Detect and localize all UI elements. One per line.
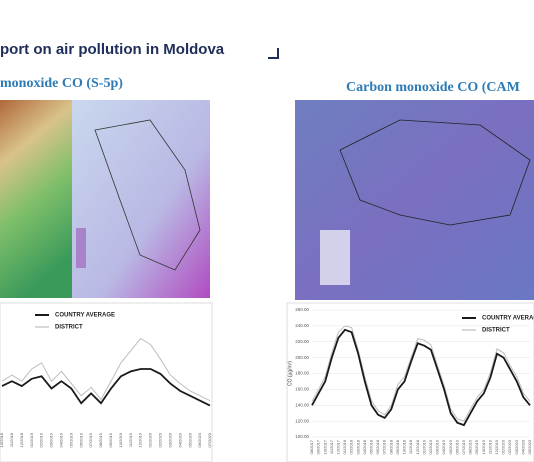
chart-frame (0, 302, 213, 462)
x-tick-label: 06/2019 (78, 432, 83, 447)
y-tick-label: 160.00 (295, 387, 309, 392)
corner-mark (268, 48, 279, 59)
x-tick-label: 02/2018 (349, 439, 354, 454)
y-tick-label: 260.00 (295, 307, 309, 312)
x-tick-label: 03/2020 (514, 439, 519, 454)
x-tick-label: 04/2018 (362, 439, 367, 454)
terrain-map (0, 100, 72, 298)
x-tick-label: 06/2019 (454, 439, 459, 454)
x-tick-label: 02/2020 (158, 432, 163, 447)
x-tick-label: 02/2019 (428, 439, 433, 454)
x-tick-label: 07/2020 (207, 432, 212, 447)
x-tick-label: 08/2018 (388, 439, 393, 454)
x-tick-label: 10/2019 (118, 432, 123, 447)
x-tick-label: 07/2019 (88, 432, 93, 447)
x-tick-label: 11/2019 (487, 439, 492, 454)
x-tick-label: 09/2019 (474, 439, 479, 454)
x-tick-label: 12/2019 (138, 432, 143, 447)
country-outline (94, 119, 201, 271)
chart-frame (286, 302, 534, 462)
x-tick-label: 06/2018 (375, 439, 380, 454)
y-axis-label: CO (µg/m³) (287, 361, 293, 386)
x-tick-label: 01/2019 (421, 439, 426, 454)
x-tick-label: 09/2019 (108, 432, 113, 447)
legend-label: DISTRICT (55, 325, 83, 331)
x-tick-label: 11/2018 (408, 439, 413, 454)
y-tick-label: 180.00 (295, 371, 309, 376)
x-tick-label: 09/2018 (395, 439, 400, 454)
x-tick-label: 11/2019 (128, 432, 133, 447)
x-tick-label: 04/2019 (441, 439, 446, 454)
x-tick-label: 01/2020 (148, 432, 153, 447)
x-tick-label: 12/2018 (19, 432, 24, 447)
series-line (1, 368, 211, 407)
y-tick-label: 240.00 (295, 323, 309, 328)
x-tick-label: 05/2020 (187, 432, 192, 447)
x-tick-label: 11/2017 (329, 439, 334, 454)
map-title: Carbon monoxide CO (CAM (346, 80, 520, 95)
x-tick-label: 10/2018 (402, 439, 407, 454)
legend-label: COUNTRY AVERAGE (482, 316, 534, 322)
x-tick-label: 08/2019 (98, 432, 103, 447)
y-tick-label: 220.00 (295, 339, 309, 344)
x-tick-label: 07/2018 (382, 439, 387, 454)
x-tick-label: 02/2019 (39, 432, 44, 447)
x-tick-label: 04/2020 (177, 432, 182, 447)
x-tick-label: 10/2019 (481, 439, 486, 454)
y-tick-label: 140.00 (295, 402, 309, 407)
x-tick-label: 03/2019 (49, 432, 54, 447)
x-tick-label: 05/2020 (527, 439, 532, 454)
map-legend (76, 228, 86, 268)
legend-label: DISTRICT (482, 328, 510, 334)
x-tick-label: 03/2018 (355, 439, 360, 454)
series-line (311, 328, 531, 427)
x-tick-label: 11/2018 (9, 432, 14, 447)
x-tick-label: 01/2018 (342, 439, 347, 454)
x-tick-label: 06/2020 (197, 432, 202, 447)
x-tick-label: 09/2017 (316, 439, 321, 454)
x-tick-label: 04/2019 (58, 432, 63, 447)
x-tick-label: 03/2020 (167, 432, 172, 447)
legend-label: COUNTRY AVERAGE (55, 313, 115, 319)
x-tick-label: 01/2019 (29, 432, 34, 447)
x-tick-label: 04/2020 (520, 439, 525, 454)
series-line (1, 337, 211, 402)
y-tick-label: 120.00 (295, 418, 309, 423)
x-tick-label: 02/2020 (507, 439, 512, 454)
x-tick-label: 08/2019 (468, 439, 473, 454)
y-tick-label: 100.00 (295, 434, 309, 439)
map-legend (320, 230, 350, 285)
y-tick-label: 200.00 (295, 355, 309, 360)
x-tick-label: 05/2019 (68, 432, 73, 447)
series-line (311, 325, 531, 422)
x-tick-label: 01/2020 (501, 439, 506, 454)
x-tick-label: 07/2019 (461, 439, 466, 454)
x-tick-label: 12/2019 (494, 439, 499, 454)
x-tick-label: 05/2019 (448, 439, 453, 454)
x-tick-label: 03/2019 (435, 439, 440, 454)
slide-title: port on air pollution in Moldova (0, 41, 225, 58)
x-tick-label: 08/2017 (309, 439, 314, 454)
x-tick-label: 10/2018 (0, 432, 4, 447)
x-tick-label: 12/2017 (335, 439, 340, 454)
x-tick-label: 10/2017 (322, 439, 327, 454)
map-title: monoxide CO (S-5p) (0, 76, 123, 91)
x-tick-label: 05/2018 (369, 439, 374, 454)
co-map (72, 100, 210, 298)
x-tick-label: 12/2018 (415, 439, 420, 454)
region-outline (339, 119, 531, 226)
